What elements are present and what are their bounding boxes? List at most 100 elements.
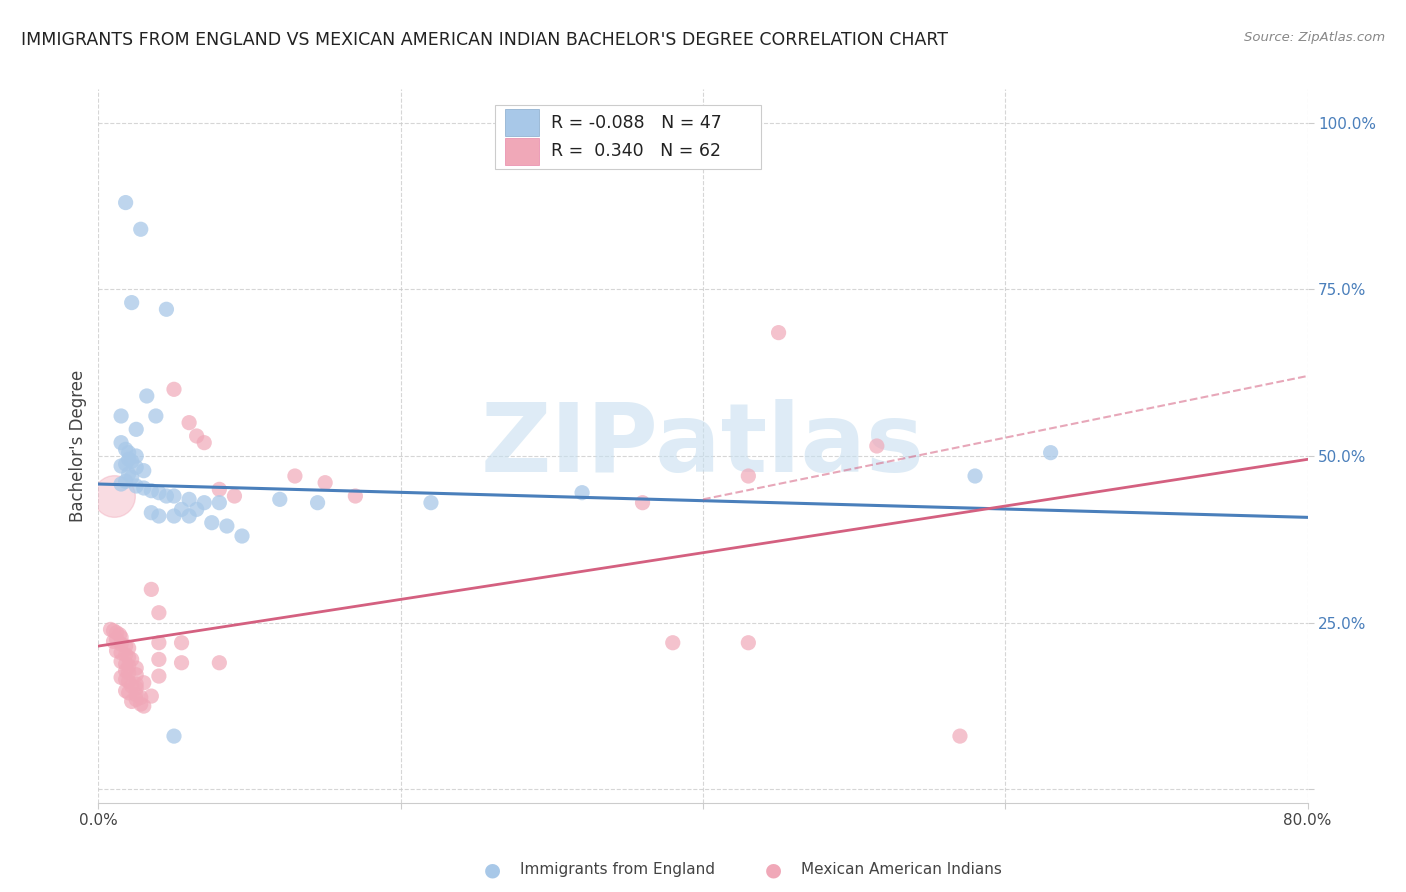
Point — [163, 382, 186, 396]
Point — [129, 222, 152, 236]
Point — [114, 475, 136, 489]
Point — [114, 683, 136, 698]
Text: Mexican American Indians: Mexican American Indians — [801, 863, 1002, 877]
Point — [179, 416, 201, 430]
Point — [132, 464, 155, 478]
Point — [141, 689, 163, 703]
Point — [132, 675, 155, 690]
Point — [121, 652, 143, 666]
Point — [163, 489, 186, 503]
Point — [132, 481, 155, 495]
Point — [179, 492, 201, 507]
Point — [103, 489, 125, 503]
Point — [114, 648, 136, 662]
Point — [132, 699, 155, 714]
Text: ZIPatlas: ZIPatlas — [481, 400, 925, 492]
Point — [114, 657, 136, 671]
Point — [631, 496, 654, 510]
Point — [118, 452, 141, 467]
Point — [193, 496, 215, 510]
Point — [170, 656, 193, 670]
Point — [121, 694, 143, 708]
Point — [110, 646, 132, 660]
Point — [105, 625, 128, 640]
Point — [224, 489, 246, 503]
Point — [163, 729, 186, 743]
Point — [125, 681, 148, 695]
Point — [208, 656, 231, 670]
Point — [121, 679, 143, 693]
Text: Source: ZipAtlas.com: Source: ZipAtlas.com — [1244, 31, 1385, 45]
Text: R = -0.088   N = 47: R = -0.088 N = 47 — [551, 114, 721, 132]
Point — [118, 467, 141, 481]
Point — [163, 509, 186, 524]
Point — [125, 677, 148, 691]
Point — [737, 636, 759, 650]
Point — [145, 409, 167, 423]
Point — [208, 483, 231, 497]
Point — [125, 661, 148, 675]
Point — [269, 492, 291, 507]
Point — [118, 674, 141, 689]
Point — [114, 457, 136, 471]
Point — [114, 664, 136, 678]
Point — [571, 485, 593, 500]
Point — [108, 628, 131, 642]
Point — [201, 516, 224, 530]
Point — [118, 665, 141, 680]
Point — [114, 639, 136, 653]
Point — [344, 489, 367, 503]
Point — [125, 449, 148, 463]
Point — [110, 631, 132, 645]
Point — [141, 582, 163, 597]
Point — [110, 435, 132, 450]
Point — [661, 636, 683, 650]
Point — [148, 606, 170, 620]
Point — [965, 469, 987, 483]
Point — [208, 496, 231, 510]
Point — [118, 445, 141, 459]
Point — [103, 634, 125, 648]
Text: R =  0.340   N = 62: R = 0.340 N = 62 — [551, 142, 721, 161]
Point — [114, 442, 136, 457]
Point — [125, 692, 148, 706]
Point — [125, 460, 148, 475]
FancyBboxPatch shape — [505, 137, 538, 165]
Text: Immigrants from England: Immigrants from England — [520, 863, 716, 877]
Point — [314, 475, 336, 490]
Point — [215, 519, 238, 533]
Point — [118, 641, 141, 656]
Point — [110, 409, 132, 423]
Point — [148, 652, 170, 666]
Point — [231, 529, 253, 543]
Point — [118, 650, 141, 665]
Point — [155, 489, 177, 503]
Point — [1039, 445, 1062, 459]
Point — [129, 697, 152, 711]
Point — [148, 485, 170, 500]
Text: IMMIGRANTS FROM ENGLAND VS MEXICAN AMERICAN INDIAN BACHELOR'S DEGREE CORRELATION: IMMIGRANTS FROM ENGLAND VS MEXICAN AMERI… — [21, 31, 948, 49]
Point — [737, 469, 759, 483]
Text: ●: ● — [484, 860, 501, 880]
Point — [170, 636, 193, 650]
Text: ●: ● — [765, 860, 782, 880]
FancyBboxPatch shape — [505, 110, 538, 136]
Point — [135, 389, 157, 403]
Point — [125, 422, 148, 436]
Point — [307, 496, 329, 510]
Point — [121, 454, 143, 468]
Point — [141, 483, 163, 498]
Point — [148, 509, 170, 524]
Point — [110, 654, 132, 668]
Point — [186, 502, 208, 516]
FancyBboxPatch shape — [495, 105, 761, 169]
Point — [114, 195, 136, 210]
Point — [420, 496, 443, 510]
Point — [148, 669, 170, 683]
Point — [155, 302, 177, 317]
Point — [118, 686, 141, 700]
Point — [121, 295, 143, 310]
Point — [110, 477, 132, 491]
Point — [110, 458, 132, 473]
Point — [949, 729, 972, 743]
